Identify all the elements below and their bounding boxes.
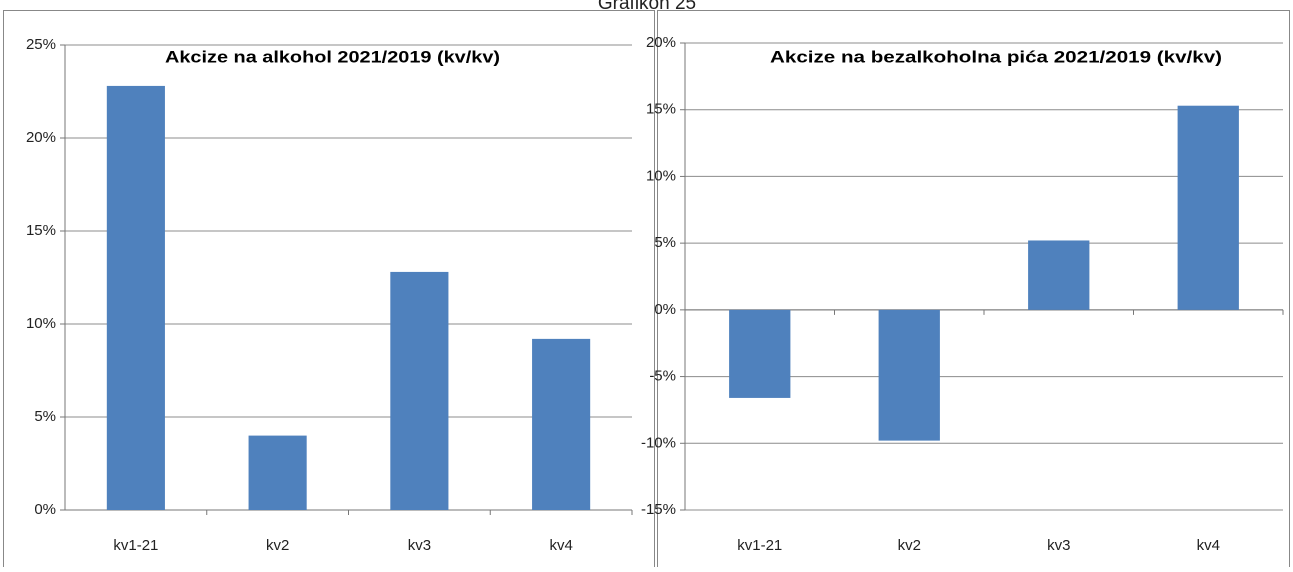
- y-tick-label: -15%: [641, 501, 676, 518]
- y-tick-label: 0%: [654, 301, 676, 318]
- y-tick-label: 15%: [646, 101, 676, 118]
- chart-title: Akcize na alkohol 2021/2019 (kv/kv): [165, 47, 500, 66]
- x-tick-label: kv2: [266, 537, 289, 554]
- chart-title: Akcize na bezalkoholna pića 2021/2019 (k…: [770, 47, 1222, 66]
- y-tick-label: 5%: [654, 234, 676, 251]
- y-tick-label: 0%: [34, 501, 56, 518]
- y-tick-label: 20%: [26, 129, 56, 146]
- x-tick-label: kv4: [549, 537, 572, 554]
- bar: [1177, 105, 1239, 310]
- bar: [1028, 240, 1090, 310]
- bar: [248, 435, 307, 510]
- y-tick-label: 15%: [26, 222, 56, 239]
- y-tick-label: 10%: [26, 315, 56, 332]
- y-tick-label: 5%: [34, 408, 56, 425]
- x-tick-label: kv2: [898, 537, 921, 554]
- x-tick-label: kv3: [408, 537, 431, 554]
- bar: [729, 309, 791, 398]
- y-tick-label: -5%: [649, 368, 676, 385]
- x-tick-label: kv1-21: [737, 537, 782, 554]
- page-title: Grafikon 25: [598, 0, 696, 14]
- bar: [106, 85, 165, 511]
- bar: [532, 338, 591, 510]
- bar: [878, 309, 940, 441]
- y-tick-label: 25%: [26, 36, 56, 53]
- y-tick-label: 20%: [646, 34, 676, 51]
- x-tick-label: kv1-21: [113, 537, 158, 554]
- x-tick-label: kv4: [1197, 537, 1220, 554]
- y-tick-label: 10%: [646, 167, 676, 184]
- y-tick-label: -10%: [641, 434, 676, 451]
- x-tick-label: kv3: [1047, 537, 1070, 554]
- bar: [390, 271, 449, 510]
